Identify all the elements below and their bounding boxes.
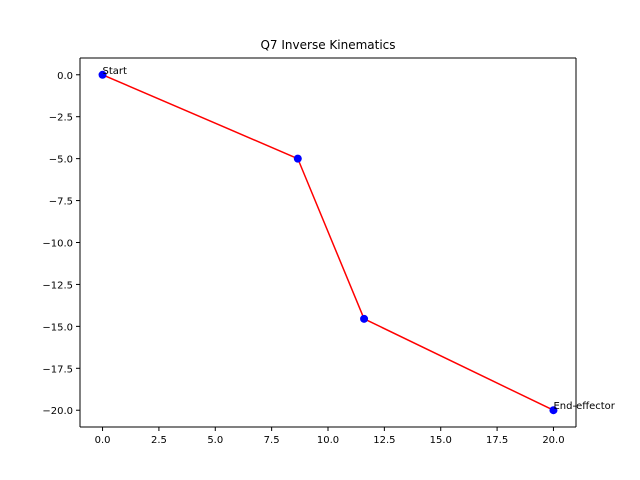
x-tick-label: 17.5 (486, 435, 508, 446)
y-tick-label: −5.0 (49, 155, 73, 166)
y-tick-label: −17.5 (42, 364, 73, 375)
data-point (549, 406, 558, 415)
chart-title: Q7 Inverse Kinematics (260, 38, 395, 52)
x-tick-label: 0.0 (95, 435, 111, 446)
y-tick-label: −7.5 (49, 197, 73, 208)
data-point (360, 314, 369, 323)
x-tick-label: 20.0 (542, 435, 564, 446)
y-tick-label: −12.5 (42, 280, 73, 291)
annotation-label: End-effector (553, 401, 615, 412)
y-tick-label: −20.0 (42, 406, 73, 417)
x-tick-label: 12.5 (373, 435, 395, 446)
x-tick-label: 5.0 (207, 435, 223, 446)
y-tick-label: −2.5 (49, 113, 73, 124)
y-tick-label: −15.0 (42, 322, 73, 333)
plot-area: Start End-effector 0.0 2.5 5.0 7.5 10.0 12.5 15.… (42, 57, 616, 446)
y-tick-label: −10.0 (42, 239, 73, 250)
series-line (102, 74, 554, 411)
x-tick-label: 7.5 (264, 435, 280, 446)
y-tick-label: 0.0 (57, 71, 73, 82)
x-tick-label: 2.5 (151, 435, 167, 446)
data-point (293, 154, 302, 163)
annotation-label: Start (103, 66, 128, 77)
data-point (98, 70, 107, 79)
x-tick-label: 15.0 (430, 435, 452, 446)
x-tick-label: 10.0 (317, 435, 339, 446)
